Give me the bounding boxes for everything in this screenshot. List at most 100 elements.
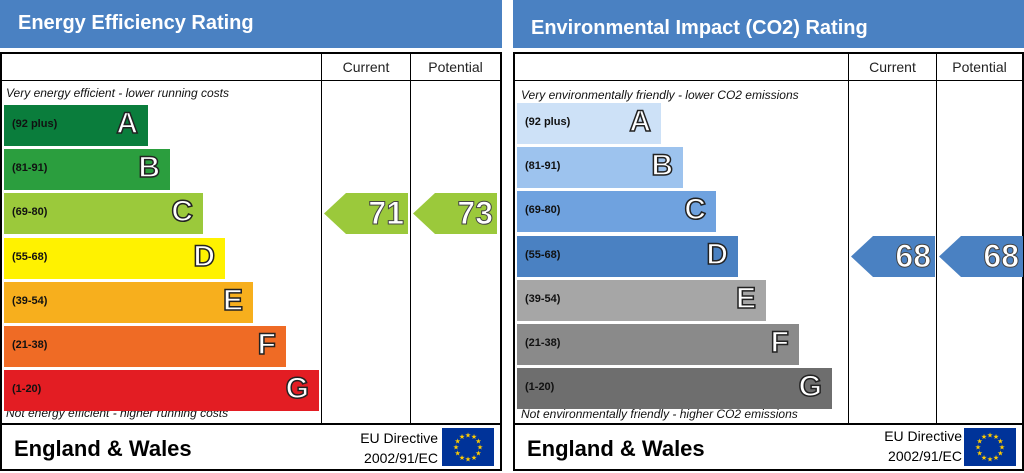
current-arrow-shape: [324, 193, 408, 235]
rating-chart: Current Potential Very environmentally f…: [513, 52, 1024, 425]
band-a: (92 plus) A: [517, 103, 661, 144]
flag-star: ★: [475, 450, 481, 458]
region-label: England & Wales: [527, 436, 705, 461]
band-letter: C: [684, 193, 707, 228]
header-divider: [2, 80, 500, 81]
flag-star: ★: [981, 433, 987, 441]
current-rating-value: 71: [368, 195, 405, 232]
band-range-label: (92 plus): [12, 118, 58, 130]
header-divider: [515, 80, 1022, 81]
band-range-label: (39-54): [525, 292, 561, 305]
flag-star: ★: [975, 444, 981, 452]
current-rating-value: 68: [895, 237, 932, 274]
band-range-label: (21-38): [525, 337, 561, 349]
column-divider-potential: [936, 54, 937, 423]
flag-star: ★: [981, 454, 987, 462]
eu-directive-line1: EU Directive: [884, 428, 962, 444]
band-e: (39-54) E: [4, 281, 253, 323]
band-range-label: (81-91): [12, 162, 48, 175]
eu-directive: EU Directive 2002/91/EC: [884, 426, 962, 466]
eu-directive-line2: 2002/91/EC: [888, 448, 962, 464]
flag-star: ★: [471, 433, 477, 441]
band-letter: G: [798, 369, 823, 404]
band-e: (39-54) E: [517, 279, 766, 321]
column-header-potential: Potential: [428, 59, 483, 75]
column-header-potential: Potential: [952, 59, 1007, 75]
band-letter: F: [257, 327, 277, 362]
band-range-label: (55-68): [12, 250, 48, 263]
potential-rating-arrow: 73: [413, 193, 497, 235]
band-g: (1-20) G: [517, 368, 832, 410]
energy-efficiency-panel: Energy Efficiency Rating Current Potenti…: [0, 0, 502, 473]
panel-title: Energy Efficiency Rating: [0, 0, 502, 48]
flag-star: ★: [459, 433, 465, 441]
flag-star: ★: [999, 444, 1005, 452]
panel-title: Environmental Impact (CO2) Rating: [513, 0, 1024, 48]
band-f: (21-38) F: [517, 324, 799, 365]
band-b: (81-91) B: [517, 147, 683, 189]
flag-star: ★: [976, 438, 982, 446]
band-range-label: (1-20): [12, 383, 42, 396]
eu-directive-line1: EU Directive: [360, 430, 438, 446]
potential-arrow-shape: [939, 235, 1023, 277]
band-range-label: (55-68): [525, 248, 561, 261]
band-range-label: (69-80): [525, 204, 561, 217]
flag-star: ★: [993, 433, 999, 441]
current-rating-arrow: 71: [324, 193, 408, 235]
top-caption: Very environmentally friendly - lower CO…: [521, 88, 799, 102]
band-range-label: (69-80): [12, 206, 48, 219]
eu-flag-icon: ★ ★ ★ ★ ★ ★ ★ ★ ★ ★ ★ ★: [964, 428, 1016, 466]
band-letter: B: [138, 150, 161, 185]
footer: England & Wales EU Directive 2002/91/EC …: [513, 425, 1024, 471]
potential-rating-value: 73: [457, 195, 494, 232]
band-range-label: (1-20): [525, 381, 555, 394]
band-c: (69-80) C: [517, 191, 716, 233]
bottom-caption: Not environmentally friendly - higher CO…: [521, 407, 798, 421]
eu-flag-icon: ★ ★ ★ ★ ★ ★ ★ ★ ★ ★ ★ ★: [442, 428, 494, 466]
flag-star: ★: [987, 432, 993, 440]
band-letter: B: [651, 148, 674, 183]
band-f: (21-38) F: [4, 326, 286, 367]
band-letter: A: [116, 106, 139, 141]
current-rating-arrow: 68: [851, 235, 935, 277]
environmental-impact-panel: Environmental Impact (CO2) Rating Curren…: [513, 0, 1024, 473]
rating-chart: Current Potential Very energy efficient …: [0, 52, 502, 425]
band-letter: E: [222, 283, 244, 318]
band-range-label: (92 plus): [525, 116, 571, 128]
band-letter: D: [706, 237, 729, 272]
eu-directive-line2: 2002/91/EC: [364, 450, 438, 466]
flag-star: ★: [475, 438, 481, 446]
band-g: (1-20) G: [4, 370, 319, 412]
flag-star: ★: [459, 454, 465, 462]
flag-star: ★: [454, 438, 460, 446]
column-divider-current: [848, 54, 849, 423]
potential-arrow-shape: [413, 193, 497, 235]
band-letter: D: [193, 239, 216, 274]
column-divider-potential: [410, 54, 411, 423]
band-range-label: (21-38): [12, 339, 48, 351]
flag-star: ★: [976, 450, 982, 458]
flag-star: ★: [465, 456, 471, 464]
flag-star: ★: [993, 454, 999, 462]
column-header-current: Current: [869, 59, 916, 75]
eu-directive: EU Directive 2002/91/EC: [360, 428, 438, 468]
band-c: (69-80) C: [4, 193, 203, 235]
current-arrow-shape: [851, 235, 935, 277]
column-header-current: Current: [342, 59, 390, 75]
region-label: England & Wales: [14, 436, 192, 461]
band-d: (55-68) D: [4, 237, 225, 279]
band-range-label: (81-91): [525, 160, 561, 173]
top-caption: Very energy efficient - lower running co…: [6, 86, 229, 100]
flag-star: ★: [997, 450, 1003, 458]
flag-star: ★: [471, 454, 477, 462]
band-a: (92 plus) A: [4, 105, 148, 146]
flag-star: ★: [454, 450, 460, 458]
footer: England & Wales EU Directive 2002/91/EC …: [0, 425, 502, 471]
band-letter: E: [735, 281, 757, 316]
band-letter: A: [629, 104, 652, 139]
panel-title-text: Environmental Impact (CO2) Rating: [531, 17, 868, 39]
band-letter: G: [285, 371, 310, 406]
flag-star: ★: [987, 456, 993, 464]
flag-star: ★: [465, 432, 471, 440]
band-letter: C: [171, 195, 194, 230]
